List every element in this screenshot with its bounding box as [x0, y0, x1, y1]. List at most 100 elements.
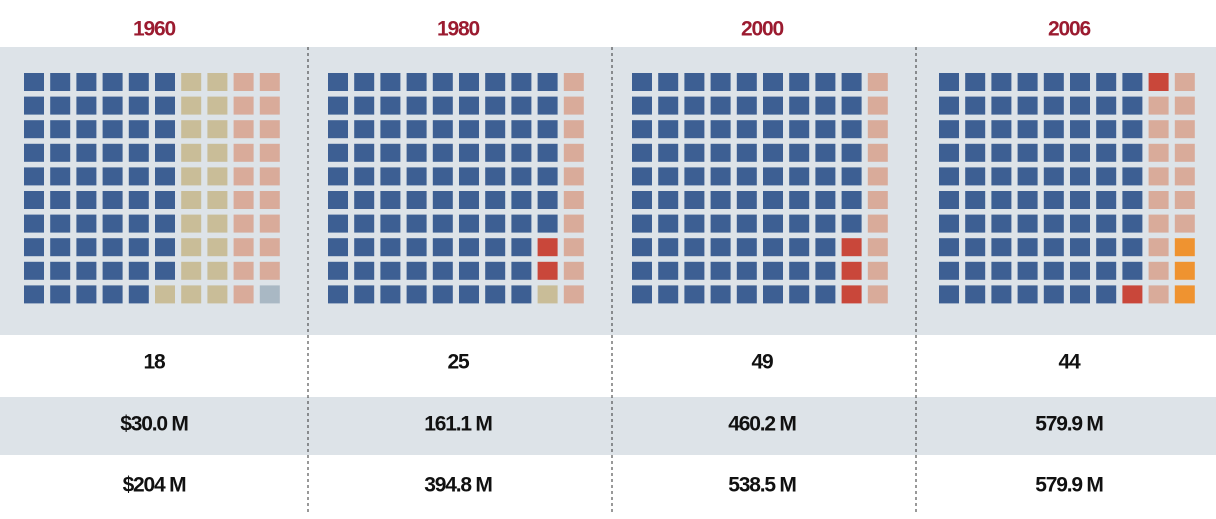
waffle-square [354, 261, 375, 280]
waffle-square [815, 238, 836, 257]
waffle-square [233, 167, 254, 186]
waffle-square [155, 73, 175, 91]
waffle-square [128, 238, 149, 257]
waffle-square [1148, 214, 1169, 233]
waffle-square [50, 120, 71, 139]
waffle-square [233, 96, 254, 115]
waffle-square [632, 261, 652, 280]
waffle-square [1096, 238, 1117, 257]
waffle-square [406, 73, 427, 91]
waffle-square [259, 73, 280, 91]
waffle-square [380, 143, 401, 162]
waffle-square [1070, 191, 1090, 209]
waffle-square [736, 214, 757, 233]
waffle-square [1043, 261, 1064, 280]
waffle-square [867, 285, 888, 304]
waffle-square [658, 143, 679, 162]
waffle-square [867, 238, 888, 257]
waffle-square [991, 73, 1012, 91]
row-value: 394.8 M [424, 474, 492, 497]
waffle-square [841, 143, 862, 162]
waffle-square [459, 191, 479, 209]
waffle-square [991, 143, 1012, 162]
waffle-square [485, 73, 506, 91]
row-value: 49 [752, 351, 773, 374]
waffle-square [841, 191, 862, 209]
waffle-square [1122, 214, 1143, 233]
waffle-square [380, 73, 401, 91]
waffle-square [432, 238, 453, 257]
waffle-square [537, 238, 558, 257]
waffle-square [991, 214, 1012, 233]
row-value: 44 [1059, 351, 1081, 374]
waffle-square [991, 167, 1012, 186]
waffle-square [102, 143, 123, 162]
waffle-square [406, 285, 427, 304]
waffle-square [537, 191, 558, 209]
waffle-square [380, 96, 401, 115]
waffle-square [736, 143, 757, 162]
waffle-square [1070, 143, 1090, 162]
waffle-square [736, 261, 757, 280]
waffle-square [563, 96, 584, 115]
waffle-square [432, 96, 453, 115]
waffle-square [991, 238, 1012, 257]
waffle-square [207, 120, 228, 139]
waffle-square [965, 238, 986, 257]
waffle-square [1122, 73, 1143, 91]
waffle-square [1043, 214, 1064, 233]
waffle-square [432, 214, 453, 233]
waffle-square [155, 238, 175, 257]
waffle-square [991, 261, 1012, 280]
waffle-square [406, 214, 427, 233]
waffle-square [1017, 261, 1038, 280]
waffle-square [459, 167, 479, 186]
waffle-square [181, 191, 202, 209]
waffle-square [24, 120, 44, 139]
waffle-square [24, 261, 44, 280]
waffle-square [432, 120, 453, 139]
waffle-square [354, 285, 375, 304]
waffle-square [128, 96, 149, 115]
waffle-square [684, 143, 705, 162]
waffle-square [380, 261, 401, 280]
waffle-square [50, 238, 71, 257]
waffle-square [128, 120, 149, 139]
waffle-square [632, 238, 652, 257]
waffle-square [1174, 214, 1195, 233]
waffle-square [380, 191, 401, 209]
waffle-square [128, 261, 149, 280]
waffle-square [76, 261, 97, 280]
waffle-square [76, 214, 97, 233]
waffle-square [76, 143, 97, 162]
waffle-square [632, 191, 652, 209]
waffle-square [1174, 238, 1195, 257]
waffle-square [632, 143, 652, 162]
waffle-square [1043, 120, 1064, 139]
waffle-square [1096, 261, 1117, 280]
waffle-square [50, 73, 71, 91]
waffle-square [328, 261, 348, 280]
waffle-square [459, 143, 479, 162]
waffle-square [710, 73, 731, 91]
waffle-square [128, 191, 149, 209]
waffle-square [658, 238, 679, 257]
waffle-square [207, 261, 228, 280]
waffle-square [406, 191, 427, 209]
row-value: 161.1 M [424, 413, 492, 436]
waffle-square [24, 191, 44, 209]
waffle-square [939, 214, 959, 233]
waffle-square [128, 214, 149, 233]
waffle-square [1122, 191, 1143, 209]
waffle-square [406, 96, 427, 115]
waffle-square [537, 143, 558, 162]
waffle-square [1017, 73, 1038, 91]
waffle-square [736, 191, 757, 209]
waffle-square [939, 285, 959, 304]
waffle-square [511, 285, 532, 304]
waffle-square [789, 73, 810, 91]
waffle-square [354, 96, 375, 115]
waffle-square [155, 143, 175, 162]
waffle-square [102, 191, 123, 209]
